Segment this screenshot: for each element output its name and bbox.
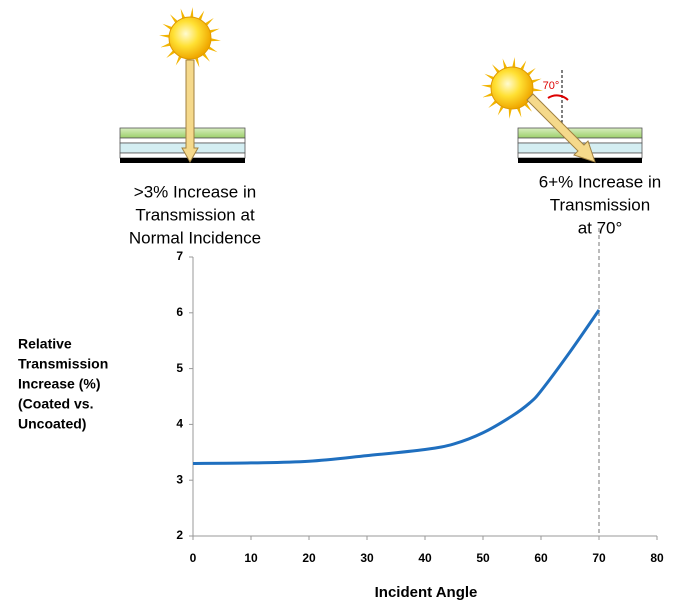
x-tick-label: 50 <box>476 551 490 565</box>
sun-disk <box>490 66 534 110</box>
y-axis-label: Increase (%) <box>18 376 100 392</box>
y-tick-label: 4 <box>176 417 183 431</box>
sun-ray <box>531 88 543 92</box>
annotation: Normal Incidence <box>129 228 261 247</box>
x-tick-label: 0 <box>190 551 197 565</box>
sun-ray <box>208 28 220 34</box>
sun-ray <box>484 73 496 81</box>
y-tick-label: 5 <box>176 361 183 375</box>
sun-ray <box>519 60 527 72</box>
y-axis-label: Uncoated) <box>18 416 86 432</box>
annotation: Transmission at <box>135 205 255 224</box>
y-axis-label: Transmission <box>18 356 108 372</box>
sun-ray <box>497 104 505 116</box>
y-tick-label: 2 <box>176 528 183 542</box>
sun-ray <box>512 57 516 69</box>
annotation: >3% Increase in <box>134 182 256 201</box>
sun-ray <box>209 38 221 42</box>
sun-ray <box>482 92 494 98</box>
sun-ray <box>162 23 174 31</box>
angle-arc <box>547 94 569 101</box>
y-axis-label: (Coated vs. <box>18 396 93 412</box>
ray-arrow-right <box>526 93 596 163</box>
sun-right <box>481 57 543 119</box>
sun-ray <box>481 84 493 88</box>
y-tick-label: 6 <box>176 305 183 319</box>
sun-ray <box>197 10 205 22</box>
x-tick-label: 70 <box>592 551 606 565</box>
x-tick-label: 30 <box>360 551 374 565</box>
annotation: 6+% Increase in <box>539 172 661 191</box>
sun-disk <box>168 16 212 60</box>
sun-left <box>159 7 221 69</box>
x-tick-label: 40 <box>418 551 432 565</box>
x-tick-label: 20 <box>302 551 316 565</box>
y-tick-label: 3 <box>176 472 183 486</box>
sun-ray <box>502 58 508 70</box>
y-axis-label: Relative <box>18 336 72 352</box>
sun-ray <box>175 54 183 66</box>
x-tick-label: 10 <box>244 551 258 565</box>
glass-left <box>119 127 246 163</box>
x-tick-label: 60 <box>534 551 548 565</box>
ray-arrow-left <box>181 59 199 164</box>
angle-label: 70° <box>543 80 560 92</box>
sun-ray <box>190 7 194 19</box>
sun-ray <box>508 107 512 119</box>
sun-ray <box>180 8 186 20</box>
sun-ray <box>159 34 171 38</box>
x-axis-label: Incident Angle <box>375 584 478 601</box>
sun-ray <box>530 78 542 84</box>
x-tick-label: 80 <box>650 551 664 565</box>
sun-ray <box>160 42 172 48</box>
sun-ray <box>206 45 218 53</box>
data-line <box>192 309 601 465</box>
sun-ray <box>194 56 200 68</box>
y-tick-label: 7 <box>176 249 183 263</box>
sun-ray <box>516 106 522 118</box>
annotation: Transmission <box>550 195 650 214</box>
annotation: at 70° <box>578 218 623 237</box>
